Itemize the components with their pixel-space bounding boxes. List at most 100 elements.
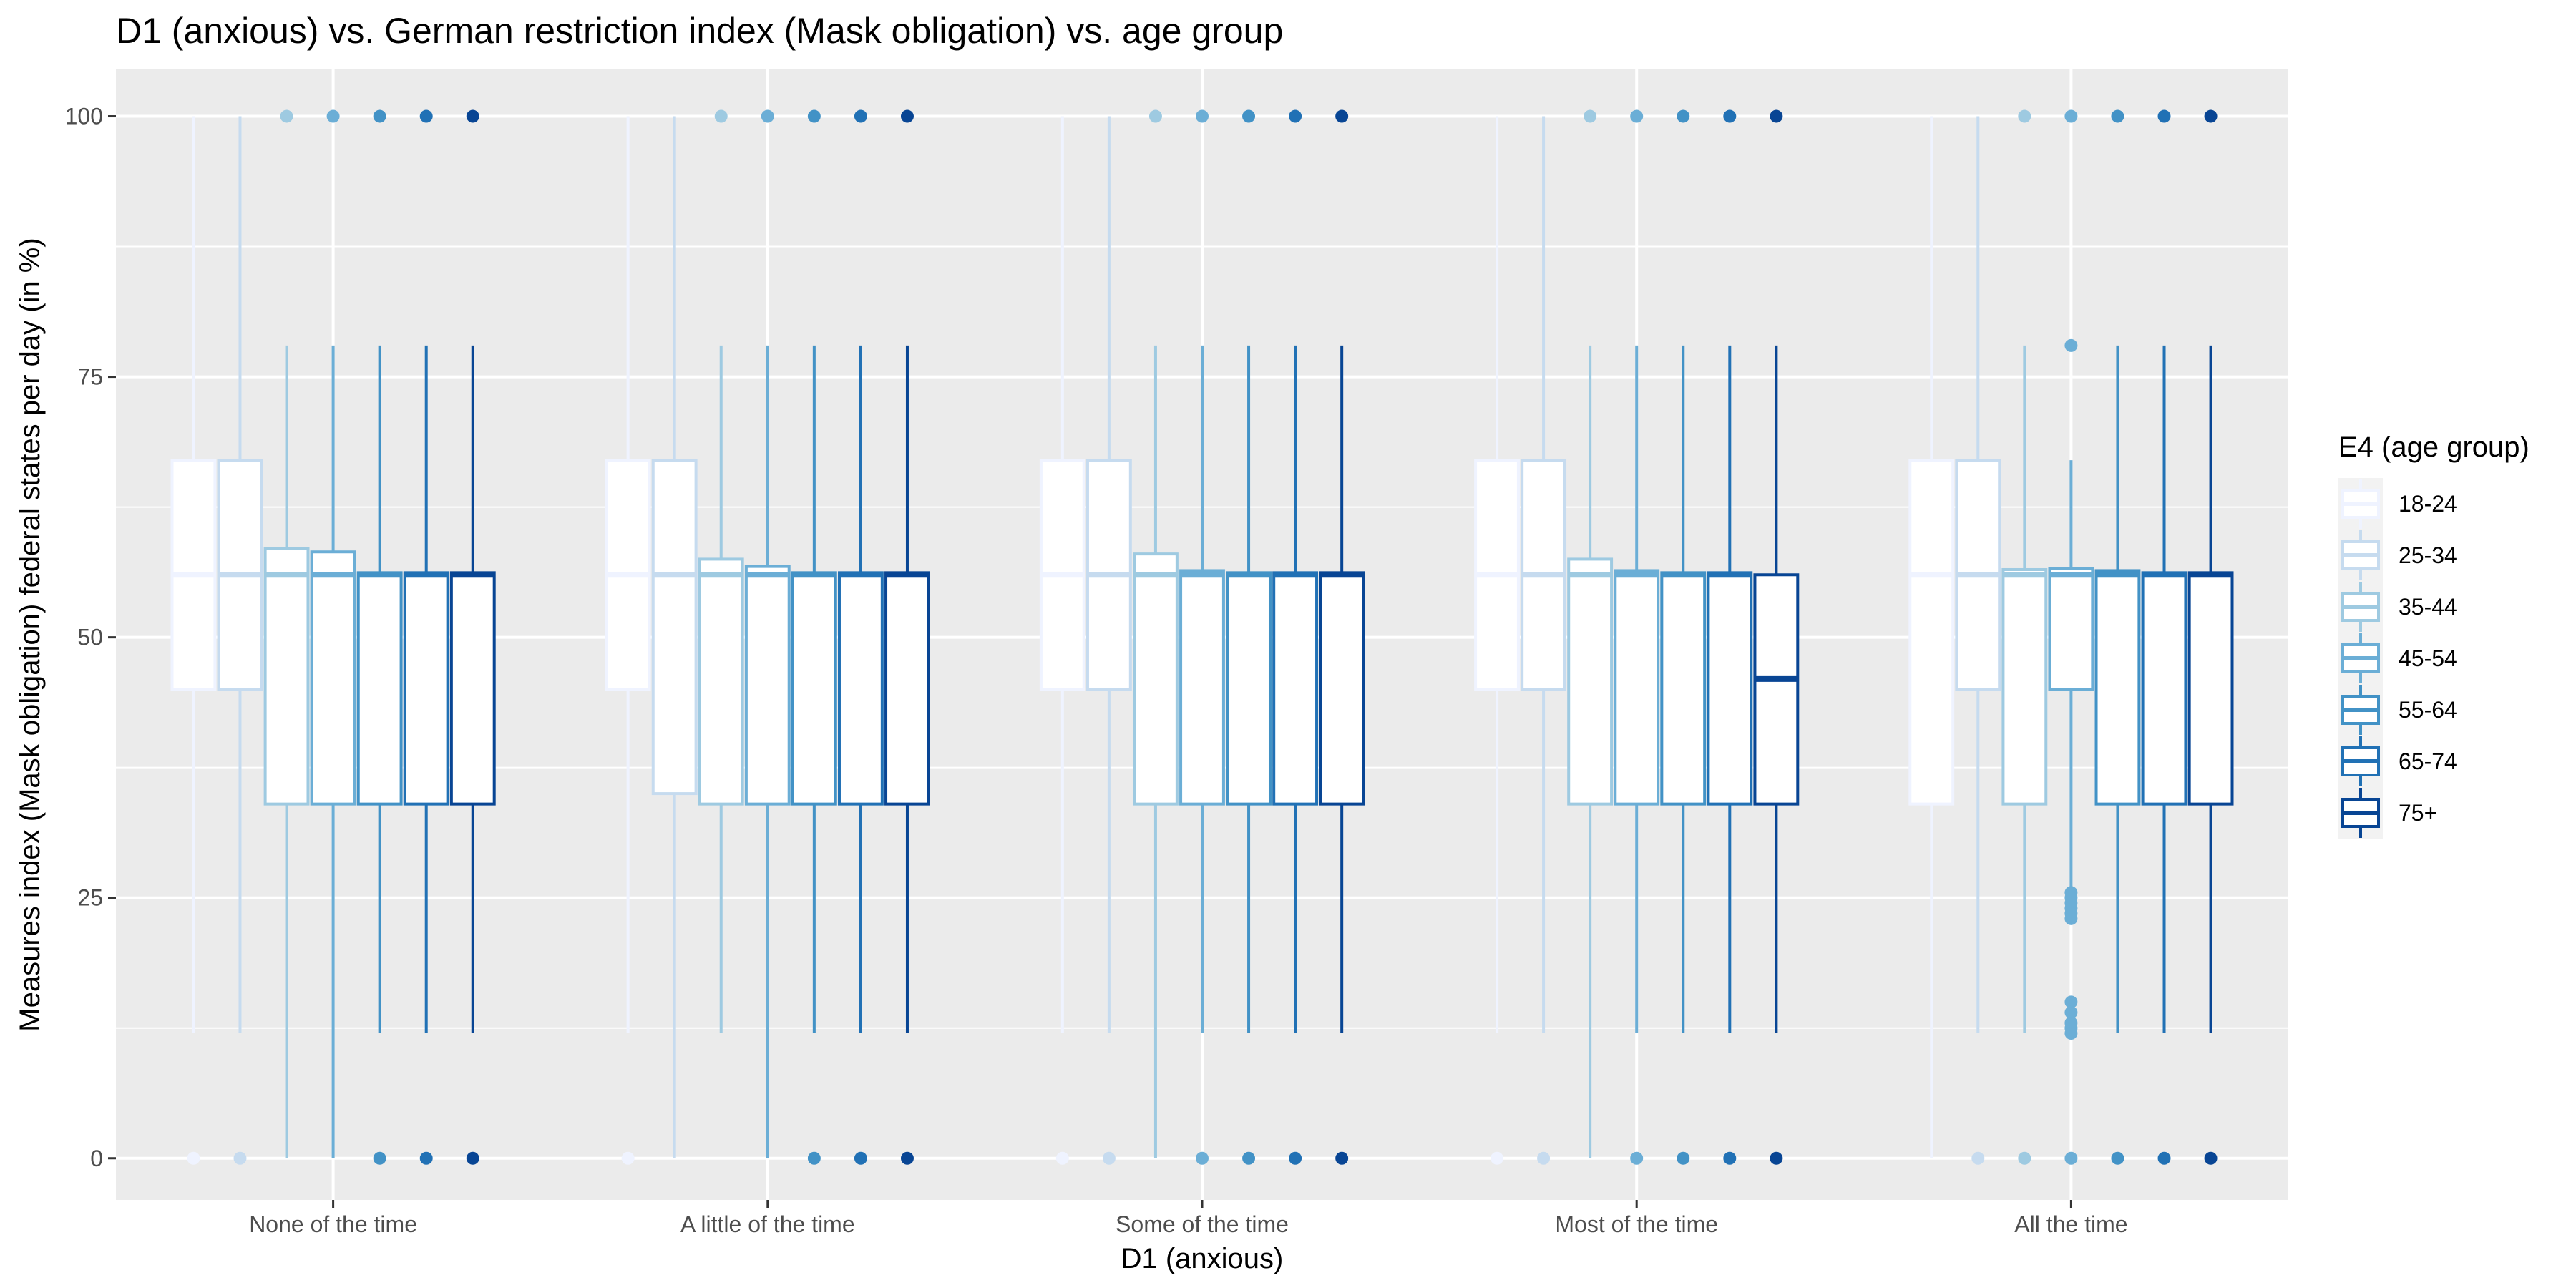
- box-75-none-of-the-time: [449, 109, 496, 1165]
- outlier-point: [1630, 1151, 1644, 1165]
- box-25-34-most-of-the-time: [1521, 116, 1567, 1165]
- box-55-64-some-of-the-time: [1226, 109, 1272, 1165]
- box-25-34-a-little-of-the-time: [651, 116, 698, 1158]
- outlier-point: [280, 109, 293, 123]
- box-25-34-none-of-the-time: [217, 116, 263, 1165]
- legend-key-35-44: [2341, 582, 2380, 632]
- outlier-point: [2064, 1151, 2078, 1165]
- outlier-point: [714, 109, 728, 123]
- legend-label-55-64: 55-64: [2399, 697, 2457, 723]
- legend-label-18-24: 18-24: [2399, 491, 2457, 517]
- box-iqr: [1908, 459, 1955, 806]
- outlier-point: [1971, 1151, 1985, 1165]
- outlier-point: [373, 109, 386, 123]
- y-tick-label: 0: [90, 1146, 103, 1171]
- outlier-point: [1102, 1151, 1116, 1165]
- y-tick-label: 25: [77, 885, 103, 911]
- x-axis-title: D1 (anxious): [1121, 1243, 1284, 1274]
- box-iqr: [263, 547, 310, 806]
- box-iqr: [884, 571, 930, 806]
- x-tick-label-most-of-the-time: Most of the time: [1555, 1211, 1718, 1237]
- box-iqr: [449, 571, 496, 806]
- outlier-point: [1289, 1151, 1302, 1165]
- box-iqr: [1753, 573, 1800, 806]
- outlier-point: [2111, 109, 2124, 123]
- box-iqr: [791, 571, 837, 806]
- outlier-point: [1630, 109, 1644, 123]
- box-75-all-the-time: [2187, 109, 2234, 1165]
- box-18-24-most-of-the-time: [1474, 116, 1520, 1165]
- outlier-point: [1491, 1151, 1504, 1165]
- box-45-54-none-of-the-time: [310, 109, 356, 1158]
- legend-label-65-74: 65-74: [2399, 748, 2457, 774]
- box-18-24-none-of-the-time: [170, 116, 217, 1165]
- box-18-24-some-of-the-time: [1039, 116, 1085, 1165]
- box-75-a-little-of-the-time: [884, 109, 930, 1165]
- outlier-point: [1677, 1151, 1690, 1165]
- x-tick-label-some-of-the-time: Some of the time: [1116, 1211, 1289, 1237]
- outlier-point: [1537, 1151, 1551, 1165]
- box-35-44-most-of-the-time: [1567, 109, 1614, 1158]
- box-55-64-none-of-the-time: [356, 109, 403, 1165]
- legend-label-45-54: 45-54: [2399, 645, 2457, 671]
- outlier-point: [2204, 109, 2218, 123]
- box-65-74-none-of-the-time: [403, 109, 449, 1165]
- box-55-64-all-the-time: [2094, 109, 2141, 1165]
- box-65-74-most-of-the-time: [1707, 109, 1753, 1165]
- outlier-point: [1335, 109, 1349, 123]
- chart-title: D1 (anxious) vs. German restriction inde…: [116, 11, 1283, 51]
- box-iqr: [1567, 557, 1614, 806]
- box-35-44-all-the-time: [2001, 109, 2048, 1165]
- box-iqr: [1707, 571, 1753, 806]
- legend-key-65-74: [2341, 736, 2380, 786]
- box-iqr: [837, 571, 884, 806]
- outlier-point: [2018, 109, 2031, 123]
- outlier-point: [466, 1151, 479, 1165]
- outlier-point: [233, 1151, 247, 1165]
- legend-key-18-24: [2341, 479, 2380, 529]
- box-45-54-most-of-the-time: [1614, 109, 1660, 1165]
- box-65-74-a-little-of-the-time: [837, 109, 884, 1165]
- outlier-point: [1335, 1151, 1349, 1165]
- outlier-point: [1770, 1151, 1783, 1165]
- outlier-point: [2064, 995, 2078, 1009]
- box-45-54-a-little-of-the-time: [744, 109, 791, 1158]
- outlier-point: [621, 1151, 635, 1165]
- outlier-point: [2018, 1151, 2031, 1165]
- box-iqr: [2048, 567, 2094, 691]
- x-tick-label-a-little-of-the-time: A little of the time: [680, 1211, 855, 1237]
- outlier-point: [1584, 109, 1597, 123]
- x-axis: None of the time A little of the time Some…: [249, 1200, 2128, 1237]
- box-65-74-all-the-time: [2141, 109, 2187, 1165]
- outlier-point: [2064, 912, 2078, 925]
- outlier-point: [1196, 1151, 1209, 1165]
- outlier-point: [1770, 109, 1783, 123]
- legend-key-25-34: [2341, 530, 2380, 580]
- outlier-point: [1289, 109, 1302, 123]
- y-tick-label: 75: [77, 364, 103, 390]
- box-iqr: [1133, 552, 1179, 806]
- outlier-point: [1723, 1151, 1737, 1165]
- y-axis-title: Measures index (Mask obligation) federal…: [14, 238, 46, 1031]
- boxes: [170, 109, 2234, 1165]
- box-iqr: [2001, 567, 2048, 806]
- box-iqr: [356, 571, 403, 806]
- outlier-point: [1242, 1151, 1256, 1165]
- legend-key-45-54: [2341, 633, 2380, 683]
- outlier-point: [2204, 1151, 2218, 1165]
- box-45-54-all-the-time: [2048, 109, 2094, 1165]
- legend-key-55-64: [2341, 685, 2380, 735]
- box-iqr: [651, 459, 698, 796]
- outlier-point: [2064, 109, 2078, 123]
- legend-title: E4 (age group): [2338, 431, 2529, 463]
- box-65-74-some-of-the-time: [1272, 109, 1319, 1165]
- outlier-point: [419, 109, 433, 123]
- outlier-point: [1677, 109, 1690, 123]
- outlier-point: [1055, 1151, 1069, 1165]
- outlier-point: [2064, 1027, 2078, 1040]
- y-axis: 0 25 50 75 100: [65, 104, 116, 1171]
- outlier-point: [807, 109, 821, 123]
- legend-label-35-44: 35-44: [2399, 594, 2457, 620]
- box-35-44-none-of-the-time: [263, 109, 310, 1158]
